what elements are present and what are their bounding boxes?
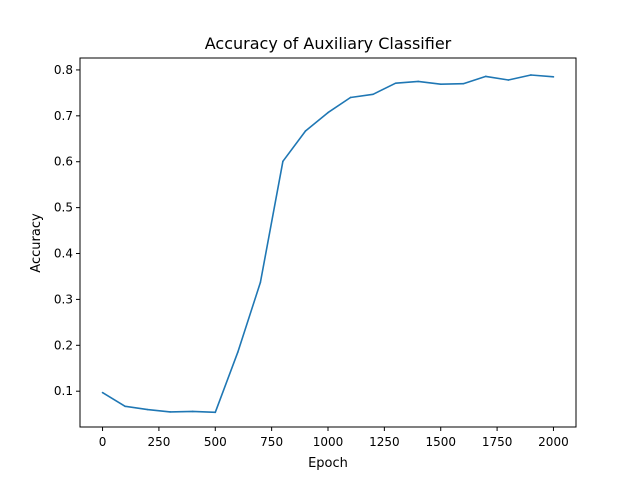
- data-point: [191, 410, 194, 413]
- accuracy-line: [102, 74, 554, 414]
- data-point: [394, 82, 397, 85]
- data-point: [439, 83, 442, 85]
- data-point: [304, 130, 307, 132]
- data-point: [507, 79, 510, 81]
- chart-title: Accuracy of Auxiliary Classifier: [205, 34, 452, 53]
- x-tick-label: 0: [99, 435, 107, 449]
- data-point: [552, 76, 555, 78]
- data-point: [214, 411, 217, 414]
- data-point: [327, 111, 329, 114]
- data-point: [101, 391, 104, 394]
- x-tick-label: 2000: [538, 435, 569, 449]
- y-tick-label: 0.6: [54, 155, 73, 169]
- data-point: [146, 408, 149, 411]
- y-axis: 0.1 0.2 0.3 0.4 0.5 0.6 0.7 0.8: [54, 63, 80, 398]
- y-tick-label: 0.7: [54, 109, 73, 123]
- y-tick-label: 0.2: [54, 338, 73, 352]
- y-tick-label: 0.4: [54, 247, 73, 261]
- y-tick-label: 0.8: [54, 63, 73, 77]
- x-tick-label: 1500: [425, 435, 456, 449]
- data-point: [124, 405, 126, 408]
- x-axis: 0 250 500 750 1000 1250 1500 1750 2000: [99, 427, 569, 449]
- data-point: [485, 75, 487, 78]
- x-axis-label: Epoch: [308, 456, 348, 471]
- data-point: [372, 93, 374, 96]
- data-point: [417, 80, 419, 83]
- data-point: [282, 160, 284, 163]
- data-point: [349, 96, 352, 99]
- x-tick-label: 750: [260, 435, 283, 449]
- data-point: [462, 82, 465, 85]
- data-point: [169, 411, 171, 413]
- x-tick-label: 1750: [482, 435, 513, 449]
- x-tick-label: 1250: [369, 435, 400, 449]
- y-tick-label: 0.5: [54, 201, 73, 215]
- data-point: [237, 351, 239, 353]
- y-tick-label: 0.3: [54, 292, 73, 306]
- x-tick-label: 500: [204, 435, 227, 449]
- y-tick-label: 0.1: [54, 384, 73, 398]
- x-tick-label: 1000: [313, 435, 344, 449]
- data-point: [530, 74, 532, 76]
- x-tick-label: 250: [147, 435, 170, 449]
- plot-series: [101, 74, 555, 414]
- data-point: [259, 281, 262, 284]
- y-axis-label: Accuracy: [29, 213, 44, 273]
